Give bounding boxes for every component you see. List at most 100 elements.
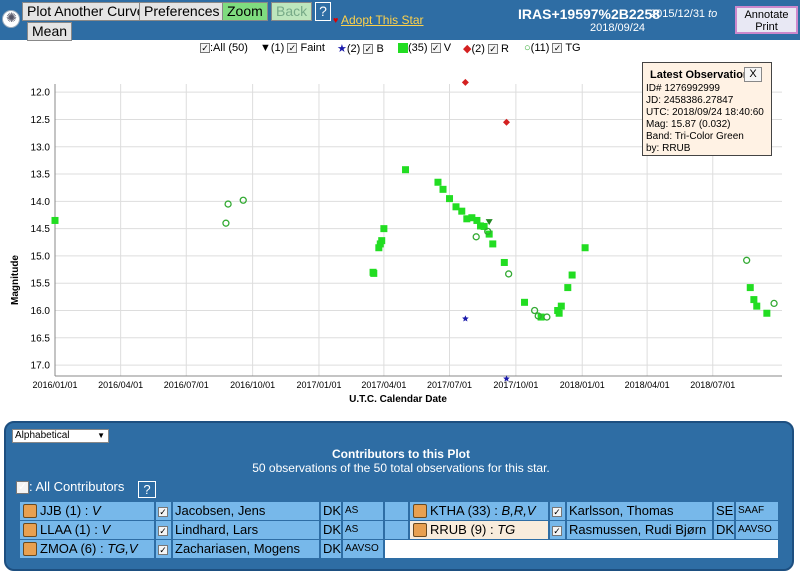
table-row: ZMOA (6) : TG,V ✓ Zachariasen, Mogens DK…: [20, 540, 778, 559]
observer-country: DK: [321, 502, 341, 520]
checkbox-icon[interactable]: ✓: [487, 44, 498, 55]
x-tick-label: 2016/04/01: [98, 380, 143, 390]
legend-b[interactable]: ★(2) ✓ B: [337, 43, 384, 55]
tooltip-close-button[interactable]: X: [744, 67, 762, 82]
observer-code[interactable]: ZMOA (6) : TG,V: [20, 540, 154, 558]
data-point-tg: [472, 233, 480, 241]
tooltip-id: ID# 1276992999: [646, 83, 720, 94]
checkbox-icon[interactable]: ✓: [16, 481, 29, 495]
checkbox-icon[interactable]: ✓: [158, 506, 168, 517]
x-tick-label: 2018/07/01: [690, 380, 735, 390]
spacer: [385, 502, 408, 520]
checkbox-icon[interactable]: ✓: [552, 525, 562, 536]
square-icon: [398, 43, 408, 54]
help-button[interactable]: ?: [315, 2, 331, 21]
observer-country: DK: [321, 540, 341, 558]
x-tick-label: 2018/04/01: [625, 380, 670, 390]
data-point-v: [378, 237, 386, 245]
contributors-table: JJB (1) : V ✓ Jacobsen, Jens DK AS KTHA …: [20, 502, 778, 559]
mean-button[interactable]: Mean: [27, 22, 73, 41]
y-tick-label: 15.5: [31, 279, 51, 290]
adopt-star-link[interactable]: Adopt This Star: [341, 13, 424, 27]
data-point-b: [503, 375, 510, 382]
diamond-icon: ◆: [463, 43, 472, 55]
tooltip-band: Band: Tri-Color Green: [646, 131, 744, 142]
observer-code[interactable]: JJB (1) : V: [20, 502, 154, 520]
data-point-faint: [485, 219, 493, 226]
circle-icon: ○: [524, 42, 531, 54]
data-point-v: [468, 214, 476, 222]
observer-name: Zachariasen, Mogens: [173, 540, 319, 558]
spacer: [385, 521, 408, 539]
top-toolbar: Plot Another Curve Preferences Zoom Back…: [0, 0, 800, 41]
data-point-r: [502, 118, 510, 126]
data-point-v: [555, 309, 563, 317]
data-point-v: [489, 240, 497, 248]
observer-country: DK: [321, 521, 341, 539]
checkbox-icon[interactable]: ✓: [430, 43, 441, 54]
checkbox-icon[interactable]: ✓: [287, 43, 298, 54]
data-point-v: [380, 225, 388, 233]
contributors-panel: Alphabetical ▼ Contributors to this Plot …: [4, 421, 794, 571]
zoom-button[interactable]: Zoom: [222, 2, 268, 21]
annotate-print-button[interactable]: Annotate Print: [735, 6, 798, 34]
tooltip-jd: JD: 2458386.27847: [646, 95, 734, 106]
chart-marks: [51, 78, 778, 382]
all-contributors-toggle[interactable]: ✓: All Contributors: [16, 479, 125, 495]
chevron-down-icon: ▼: [97, 431, 105, 440]
triangle-down-icon: ▼: [260, 42, 271, 54]
back-button[interactable]: Back: [271, 2, 313, 21]
x-tick-label: 2017/01/01: [296, 380, 341, 390]
data-point-tg: [239, 196, 247, 204]
data-point-b: [462, 315, 469, 322]
observer-name: Karlsson, Thomas: [567, 502, 712, 520]
data-point-r: [461, 78, 469, 86]
table-row: LLAA (1) : V ✓ Lindhard, Lars DK AS RRUB…: [20, 521, 778, 540]
contributors-help-button[interactable]: ?: [138, 481, 156, 498]
preferences-button[interactable]: Preferences: [139, 2, 225, 21]
observer-button-icon[interactable]: [413, 523, 427, 537]
date-range-end: 2018/09/24: [590, 22, 646, 34]
observer-button-icon[interactable]: [413, 504, 427, 518]
y-axis-label: Magnitude: [10, 255, 21, 305]
checkbox-icon[interactable]: ✓: [158, 544, 168, 555]
observer-checkbox[interactable]: ✓: [550, 502, 565, 520]
legend-v[interactable]: (35) ✓ V: [398, 42, 451, 54]
sort-select[interactable]: Alphabetical ▼: [12, 429, 109, 443]
observer-checkbox[interactable]: ✓: [550, 521, 565, 539]
tooltip-mag: Mag: 15.87 (0.032): [646, 119, 731, 130]
data-point-v: [521, 298, 529, 306]
legend-all[interactable]: ✓:All (50): [200, 42, 248, 54]
x-tick-label: 2016/01/01: [32, 380, 77, 390]
y-tick-label: 13.0: [31, 142, 51, 153]
data-point-tg: [770, 299, 778, 308]
observer-country: SE: [714, 502, 734, 520]
observer-checkbox[interactable]: ✓: [156, 540, 171, 558]
observer-org: SAAF: [736, 502, 778, 520]
data-point-tg: [224, 200, 232, 208]
checkbox-icon[interactable]: ✓: [552, 43, 563, 54]
observer-button-icon[interactable]: [23, 542, 37, 556]
checkbox-icon[interactable]: ✓: [363, 44, 374, 55]
legend-faint[interactable]: ▼(1) ✓ Faint: [260, 42, 325, 54]
checkbox-icon[interactable]: ✓: [158, 525, 168, 536]
plot-another-curve-button[interactable]: Plot Another Curve: [22, 2, 150, 21]
checkbox-icon[interactable]: ✓: [552, 506, 562, 517]
observer-code[interactable]: KTHA (33) : B,R,V: [410, 502, 548, 520]
legend-tg[interactable]: ○(11) ✓ TG: [524, 42, 581, 54]
light-curve-chart[interactable]: 12.0 12.5 13.0 13.5 14.0 14.5 15.0 15.5 16.0 16.5…: [0, 58, 800, 413]
observer-checkbox[interactable]: ✓: [156, 521, 171, 539]
y-tick-label: 14.5: [31, 224, 51, 235]
checkbox-icon[interactable]: ✓: [200, 43, 210, 54]
observer-button-icon[interactable]: [23, 504, 37, 518]
observer-button-icon[interactable]: [23, 523, 37, 537]
data-point-tg: [530, 306, 539, 315]
data-point-v: [402, 166, 410, 174]
data-point-v: [473, 216, 481, 224]
contributors-title: Contributors to this Plot: [332, 447, 470, 461]
observer-code[interactable]: RRUB (9) : TG: [410, 521, 548, 539]
observer-code[interactable]: LLAA (1) : V: [20, 521, 154, 539]
observer-checkbox[interactable]: ✓: [156, 502, 171, 520]
legend-r[interactable]: ◆(2) ✓ R: [463, 43, 509, 55]
x-tick-label: 2017/04/01: [361, 380, 406, 390]
